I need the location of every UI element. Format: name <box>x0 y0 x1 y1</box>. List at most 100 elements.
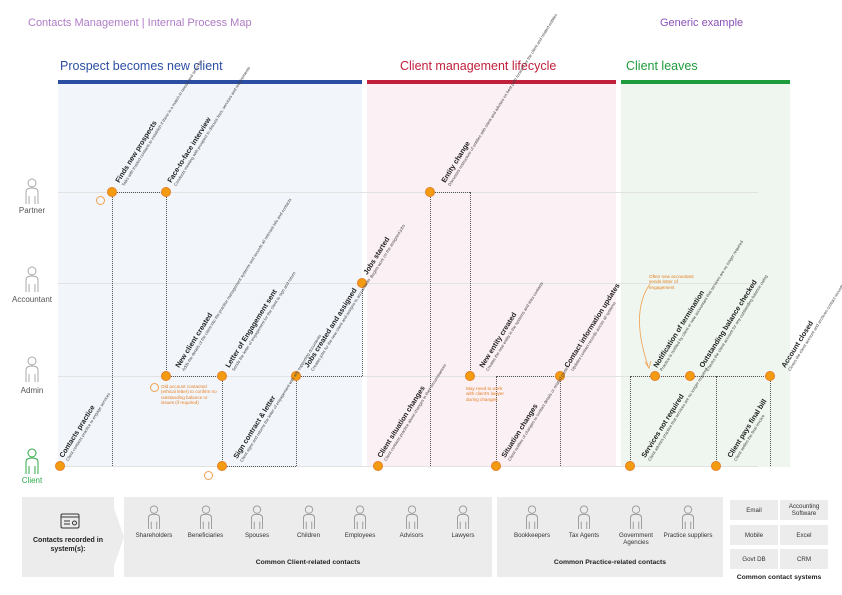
node-jobs-created[interactable] <box>291 371 301 381</box>
practice-contacts-panel <box>497 497 723 577</box>
contact-person-icon <box>628 505 644 534</box>
contact-person-icon <box>576 505 592 534</box>
note-new-account: Often new accountant sends letter of eng… <box>649 274 694 290</box>
connector <box>222 466 296 467</box>
contact-label: Employees <box>344 532 376 539</box>
clock-icon <box>204 471 213 480</box>
contact-label: Practice suppliers <box>663 532 713 539</box>
contact-person-icon <box>524 505 540 534</box>
contact-person-icon <box>680 505 696 534</box>
system-accounting-software: Accounting Software <box>780 500 828 520</box>
node-situation-changes[interactable] <box>491 461 501 471</box>
phase-prospect-bar <box>58 80 362 84</box>
connector <box>166 376 222 377</box>
client-contacts-title: Common Client-related contacts <box>255 559 361 566</box>
partner-icon <box>25 178 39 204</box>
recorded-panel <box>22 497 114 577</box>
node-services-not-required[interactable] <box>625 461 635 471</box>
connector <box>296 376 362 377</box>
node-new-entity[interactable] <box>465 371 475 381</box>
clock-icon <box>96 196 105 205</box>
contact-label: Beneficiaries <box>187 532 224 539</box>
node-account-closed[interactable] <box>765 371 775 381</box>
connector <box>112 192 113 466</box>
contact-person-icon <box>301 505 317 534</box>
phase-leaves-area <box>621 84 790 467</box>
node-sign-contract[interactable] <box>217 461 227 471</box>
accountant-icon <box>25 266 39 292</box>
node-contacts-practice[interactable] <box>55 461 65 471</box>
connector <box>362 283 363 376</box>
node-client-situation[interactable] <box>373 461 383 471</box>
phase-lifecycle-label: Client management lifecycle <box>400 59 557 73</box>
connector <box>496 376 497 466</box>
note-new-entity: May need to work with client's lawyer du… <box>466 386 504 402</box>
page-title: Contacts Management | Internal Process M… <box>28 17 252 29</box>
node-entity-change[interactable] <box>425 187 435 197</box>
system-excel: Excel <box>780 525 828 545</box>
connector <box>630 376 690 377</box>
node-loe-sent[interactable] <box>217 371 227 381</box>
connector <box>222 376 223 466</box>
phase-leaves-label: Client leaves <box>626 59 698 73</box>
connector <box>296 376 297 466</box>
connector <box>560 376 561 466</box>
client-contacts-panel <box>124 497 492 577</box>
connector <box>770 376 771 466</box>
connector <box>112 192 166 193</box>
connector <box>716 376 717 466</box>
contact-person-icon <box>146 505 162 534</box>
lane-label-accountant: Accountant <box>11 295 53 304</box>
node-interview[interactable] <box>161 187 171 197</box>
system-email: Email <box>730 500 778 520</box>
admin-icon <box>25 356 39 382</box>
panel-chevron <box>110 497 124 577</box>
node-notification-termination[interactable] <box>650 371 660 381</box>
phase-leaves-bar <box>621 80 790 84</box>
phase-lifecycle-area <box>367 84 616 467</box>
lane-label-partner: Partner <box>18 206 46 215</box>
contact-label: Lawyers <box>451 532 475 539</box>
phase-lifecycle-bar <box>367 80 616 84</box>
connector <box>166 192 167 376</box>
contact-label: Advisors <box>399 532 424 539</box>
example-label: Generic example <box>660 17 744 29</box>
note-old-account: Old account contacted (ethical letter) t… <box>161 384 217 406</box>
client-icon <box>25 448 39 474</box>
lane-line-partner <box>58 192 758 193</box>
step-desc: Closes the client account and archives c… <box>786 283 842 372</box>
node-balance-checked[interactable] <box>685 371 695 381</box>
connector <box>690 376 770 377</box>
connector <box>470 192 471 376</box>
system-crm: CRM <box>780 549 828 569</box>
lane-label-client: Client <box>21 476 43 485</box>
contact-label: Government Agencies <box>618 532 654 547</box>
node-new-client-created[interactable] <box>161 371 171 381</box>
contact-label: Shareholders <box>135 532 173 539</box>
contact-person-icon <box>404 505 420 534</box>
lane-line-accountant <box>58 283 758 284</box>
lane-line-admin <box>58 376 758 377</box>
clock-icon <box>150 383 159 392</box>
contact-person-icon <box>352 505 368 534</box>
systems-title: Common contact systems <box>736 574 822 581</box>
contact-label: Children <box>296 532 321 539</box>
practice-contacts-title: Common Practice-related contacts <box>553 559 667 566</box>
phase-prospect-label: Prospect becomes new client <box>60 59 223 73</box>
system-mobile: Mobile <box>730 525 778 545</box>
system-govt-db: Govt DB <box>730 549 778 569</box>
connector <box>430 192 431 466</box>
phase-prospect-area <box>58 84 362 467</box>
contact-person-icon <box>198 505 214 534</box>
lane-label-admin: Admin <box>20 386 44 395</box>
node-client-pays[interactable] <box>711 461 721 471</box>
connector <box>630 376 631 466</box>
node-jobs-started[interactable] <box>357 278 367 288</box>
note-arrow <box>639 283 652 369</box>
system-record-icon <box>60 513 80 529</box>
lane-line-client <box>58 466 758 467</box>
node-contact-updates[interactable] <box>555 371 565 381</box>
contact-label: Bookkeepers <box>513 532 551 539</box>
contact-label: Spouses <box>244 532 270 539</box>
node-finds-prospects[interactable] <box>107 187 117 197</box>
